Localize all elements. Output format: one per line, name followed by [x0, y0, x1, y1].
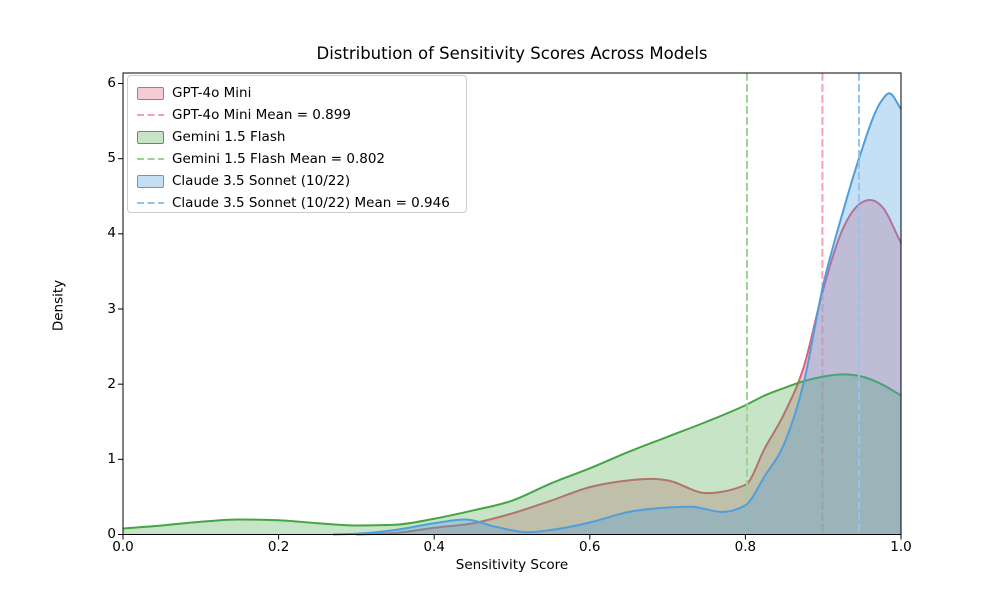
legend-label: Gemini 1.5 Flash [172, 129, 286, 145]
dashed-line-icon [137, 202, 164, 204]
legend-patch-swatch-claude-3-5-sonnet-10-22 [137, 174, 164, 188]
x-tick-label-0.4: 0.4 [423, 539, 445, 555]
legend-label: GPT-4o Mini [172, 85, 252, 101]
y-tick-label-0: 0 [107, 526, 116, 542]
legend-label: Claude 3.5 Sonnet (10/22) Mean = 0.946 [172, 195, 450, 211]
legend-dash-swatch-claude-3-5-sonnet-10-22 [137, 197, 164, 210]
dashed-line-icon [137, 158, 164, 160]
kde-curve-gemini-1-5-flash [122, 373, 902, 530]
kde-fill-gpt-4o-mini [356, 200, 901, 535]
kde-fill-gemini-1-5-flash [123, 374, 901, 535]
legend-label: Gemini 1.5 Flash Mean = 0.802 [172, 151, 386, 167]
dashed-line-icon [137, 114, 164, 116]
chart-title: Distribution of Sensitivity Scores Acros… [316, 44, 708, 63]
x-tick-label-0.8: 0.8 [734, 539, 757, 555]
kde-curve-gpt-4o-mini [356, 199, 902, 536]
x-tick-label-0.6: 0.6 [579, 539, 601, 555]
legend-label: GPT-4o Mini Mean = 0.899 [172, 107, 351, 123]
legend-item: Gemini 1.5 Flash Mean = 0.802 [137, 148, 466, 170]
y-tick-label-6: 6 [107, 75, 116, 92]
y-tick-label-1: 1 [107, 450, 116, 467]
axes-spines [122, 72, 902, 535]
legend-dash-swatch-gemini-1-5-flash [137, 153, 164, 166]
legend-dash-swatch-gpt-4o-mini [137, 109, 164, 122]
x-tick-label-0.2: 0.2 [267, 539, 290, 555]
x-tick-label-0.0: 0.0 [112, 539, 134, 555]
y-tick-label-2: 2 [107, 375, 116, 392]
legend-label: Claude 3.5 Sonnet (10/22) [172, 173, 351, 189]
legend-item: GPT-4o Mini Mean = 0.899 [137, 104, 466, 126]
legend-item: Claude 3.5 Sonnet (10/22) [137, 170, 466, 192]
legend-item: Claude 3.5 Sonnet (10/22) Mean = 0.946 [137, 192, 466, 214]
x-tick-label-1.0: 1.0 [890, 539, 912, 555]
kde-curve-claude-3-5-sonnet-10-22 [333, 92, 902, 536]
legend-box: GPT-4o Mini GPT-4o Mini Mean = 0.899 Gemin… [127, 75, 467, 213]
kde-fill-claude-3-5-sonnet-10-22 [333, 93, 901, 535]
x-axis-label: Sensitivity Score [455, 557, 569, 573]
legend-item: GPT-4o Mini [137, 82, 466, 104]
y-tick-label-4: 4 [107, 225, 116, 242]
y-axis-label: Density [50, 279, 67, 332]
legend-item: Gemini 1.5 Flash [137, 126, 466, 148]
y-tick-label-5: 5 [107, 150, 116, 167]
legend-patch-swatch-gemini-1-5-flash [137, 130, 164, 144]
legend-patch-swatch-gpt-4o-mini [137, 86, 164, 100]
y-tick-label-3: 3 [107, 300, 116, 317]
